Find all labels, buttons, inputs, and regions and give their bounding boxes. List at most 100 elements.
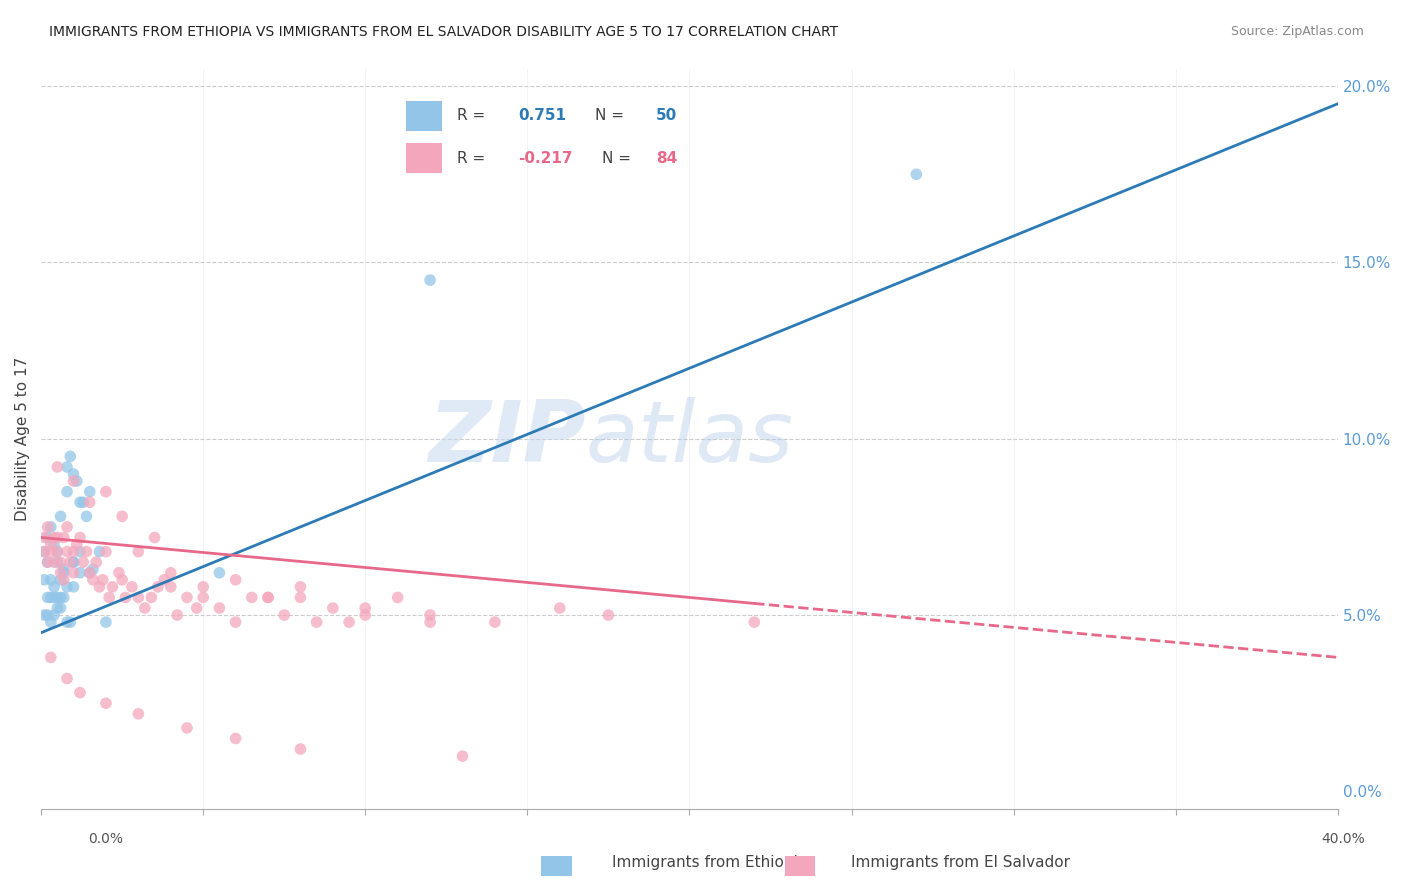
Point [451,749,474,764]
Point [91,573,114,587]
Point [49,573,72,587]
Point [146,580,169,594]
Point [121,580,143,594]
Point [419,608,441,623]
Point [79,484,101,499]
Point [290,580,312,594]
Point [66,474,89,488]
Point [69,531,91,545]
Point [290,742,312,756]
Point [69,566,91,580]
Point [66,537,89,551]
Point [59,555,82,569]
Point [59,450,82,464]
Point [37,531,59,545]
Point [176,721,198,735]
Text: 40.0%: 40.0% [1320,832,1365,846]
Point [905,167,928,181]
Point [108,566,131,580]
Point [290,591,312,605]
Point [52,591,75,605]
Point [354,601,377,615]
Point [37,555,59,569]
Point [56,520,79,534]
Point [82,573,104,587]
Point [208,566,231,580]
Point [84,555,107,569]
Point [193,591,215,605]
Point [225,731,247,746]
Point [42,531,65,545]
Text: 0.0%: 0.0% [89,832,122,846]
Point [94,696,117,710]
Point [225,573,247,587]
Point [39,573,62,587]
Point [69,544,91,558]
Point [101,580,124,594]
Point [37,608,59,623]
Point [225,615,247,629]
Point [34,544,56,558]
Point [62,544,84,558]
Point [46,591,69,605]
Point [72,495,94,509]
Point [419,615,441,629]
Point [52,573,75,587]
Point [111,573,134,587]
Point [69,495,91,509]
Point [46,555,69,569]
Point [62,580,84,594]
Point [79,566,101,580]
Point [143,531,166,545]
Point [62,555,84,569]
Point [34,531,56,545]
Point [46,460,69,475]
Point [42,555,65,569]
Point [273,608,295,623]
Point [56,672,79,686]
Point [598,608,620,623]
Point [742,615,765,629]
Point [548,601,571,615]
Text: Immigrants from El Salvador: Immigrants from El Salvador [851,855,1070,870]
Point [141,591,163,605]
Point [127,591,149,605]
Point [354,608,377,623]
Point [62,474,84,488]
Point [52,562,75,576]
Point [153,573,176,587]
Point [257,591,280,605]
Point [56,615,79,629]
Point [94,544,117,558]
Point [56,544,79,558]
Point [39,520,62,534]
Point [39,537,62,551]
Point [39,615,62,629]
Point [39,544,62,558]
Point [42,591,65,605]
Point [34,544,56,558]
Point [39,591,62,605]
Point [56,580,79,594]
Point [49,509,72,524]
Point [98,591,121,605]
Point [337,615,360,629]
Point [62,467,84,481]
Point [34,608,56,623]
Point [79,495,101,509]
Point [89,580,111,594]
Point [52,531,75,545]
Point [39,650,62,665]
Point [56,484,79,499]
Point [46,531,69,545]
Point [208,601,231,615]
Point [69,686,91,700]
Point [94,615,117,629]
Point [127,706,149,721]
Point [322,601,344,615]
Point [305,615,328,629]
Point [52,566,75,580]
Y-axis label: Disability Age 5 to 17: Disability Age 5 to 17 [15,357,30,521]
Point [240,591,263,605]
Point [49,591,72,605]
